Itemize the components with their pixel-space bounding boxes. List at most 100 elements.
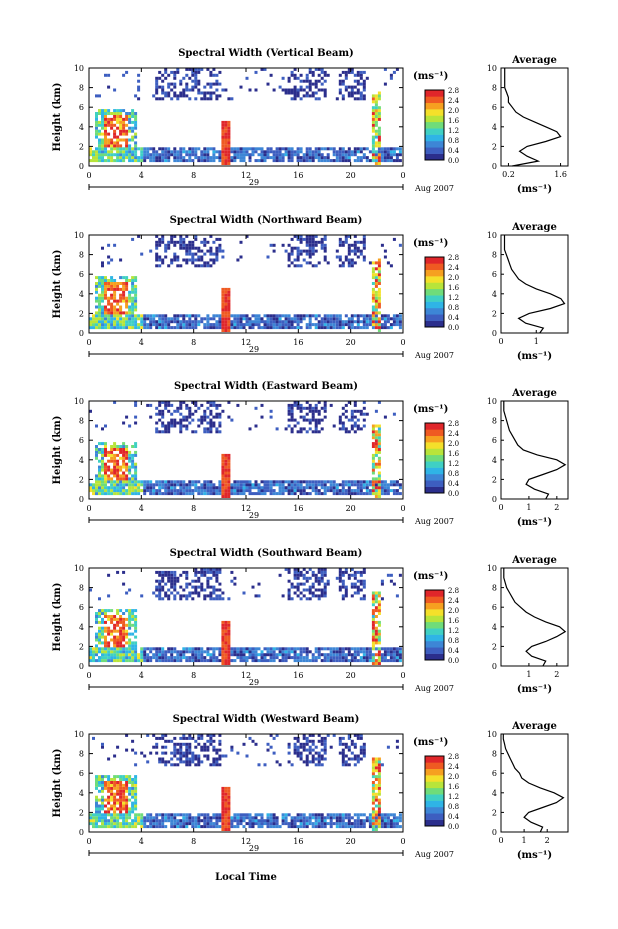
heatmap-cell [218, 742, 222, 746]
heatmap-cell [221, 453, 225, 457]
heatmap-cell [362, 243, 366, 247]
heatmap-cell [149, 323, 153, 327]
heatmap-cell [119, 468, 123, 472]
heatmap-cell [182, 243, 186, 247]
heatmap-cell [320, 153, 324, 157]
heatmap-cell [398, 573, 402, 577]
heatmap-cell [164, 243, 168, 247]
heatmap-cell [353, 653, 357, 657]
heatmap-cell [356, 427, 360, 431]
heatmap-cell [329, 326, 333, 330]
heatmap-cell [182, 751, 186, 755]
heatmap-cell [131, 653, 135, 657]
heatmap-cell [161, 159, 165, 163]
heatmap-cell [392, 656, 396, 660]
heatmap-cell [317, 153, 321, 157]
heatmap-cell [131, 615, 135, 618]
heatmap-cell [137, 819, 141, 823]
heatmap-cell [200, 745, 204, 749]
heatmap-cell [149, 415, 153, 419]
heatmap-cell [341, 412, 345, 416]
heatmap-cell [128, 468, 132, 472]
heatmap-cell [128, 588, 132, 592]
heatmap-cell [386, 326, 390, 330]
heatmap-cell [371, 129, 375, 133]
heatmap-cell [314, 659, 318, 663]
heatmap-cell [128, 647, 132, 651]
heatmap-cell [290, 156, 294, 160]
heatmap-cell [392, 147, 396, 151]
heatmap-cell [299, 430, 303, 434]
heatmap-cell [227, 317, 231, 321]
heatmap-cell [281, 153, 285, 157]
x-tick-label: 8 [191, 504, 196, 513]
heatmap-cell [371, 273, 375, 277]
heatmap-cell [302, 576, 306, 580]
heatmap-cell [353, 659, 357, 663]
heatmap-cell [110, 656, 114, 660]
heatmap-cell [101, 620, 104, 624]
heatmap-cell [158, 650, 162, 654]
heatmap-cell [122, 801, 126, 805]
heatmap-cell [164, 650, 168, 654]
heatmap-cell [356, 579, 360, 583]
heatmap-cell [224, 822, 228, 826]
heatmap-cell [122, 807, 126, 811]
heatmap-cell [203, 85, 207, 89]
heatmap-cell [149, 156, 153, 160]
heatmap-cell [176, 94, 180, 98]
heatmap-cell [101, 462, 104, 466]
heatmap-cell [218, 159, 222, 163]
heatmap-cell [158, 653, 162, 657]
heatmap-cell [101, 320, 104, 324]
heatmap-cell [176, 150, 180, 154]
heatmap-cell [302, 480, 306, 484]
heatmap-cell [362, 594, 366, 598]
colorbar-tick-label: 1.2 [448, 127, 459, 135]
heatmap-cell [221, 290, 225, 294]
heatmap-cell [146, 819, 150, 823]
heatmap-cell [299, 88, 303, 92]
heatmap-cell [116, 617, 120, 621]
heatmap-cell [323, 486, 327, 490]
heatmap-cell [344, 588, 348, 592]
heatmap-cell [314, 85, 318, 89]
heatmap-cell [230, 320, 234, 324]
heatmap-cell [116, 656, 120, 660]
heatmap-cell [260, 403, 264, 407]
heatmap-cell [263, 320, 267, 324]
heatmap-cell [194, 483, 198, 487]
heatmap-cell [374, 112, 378, 115]
heatmap-cell [116, 807, 120, 811]
heatmap-cell [110, 778, 114, 781]
heatmap-cell [119, 159, 123, 163]
heatmap-cell [275, 733, 279, 737]
heatmap-cell [362, 317, 366, 321]
heatmap-cell [260, 415, 264, 419]
heatmap-cell [326, 813, 330, 817]
heatmap-cell [392, 480, 396, 484]
heatmap-cell [359, 570, 363, 574]
heatmap-cell [104, 115, 107, 118]
heatmap-cell [308, 486, 312, 490]
heatmap-cell [122, 126, 126, 130]
heatmap-cell [314, 816, 318, 820]
colorbar-swatch [425, 128, 444, 135]
heatmap-cell [107, 326, 111, 330]
heatmap-cell [227, 123, 231, 127]
heatmap-cell [356, 156, 360, 160]
heatmap-cell [125, 810, 129, 814]
heatmap-cell [188, 240, 192, 244]
heatmap-cell [125, 115, 129, 118]
heatmap-cell [305, 326, 309, 330]
heatmap-cell [161, 733, 165, 737]
heatmap-cell [158, 409, 162, 413]
heatmap-cell [113, 754, 117, 758]
heatmap-cell [95, 798, 98, 802]
heatmap-cell [227, 97, 231, 101]
heatmap-cell [203, 159, 207, 163]
heatmap-cell [131, 305, 135, 309]
heatmap-cell [173, 486, 177, 490]
colorbar-frame [424, 589, 445, 661]
heatmap-cell [254, 320, 258, 324]
